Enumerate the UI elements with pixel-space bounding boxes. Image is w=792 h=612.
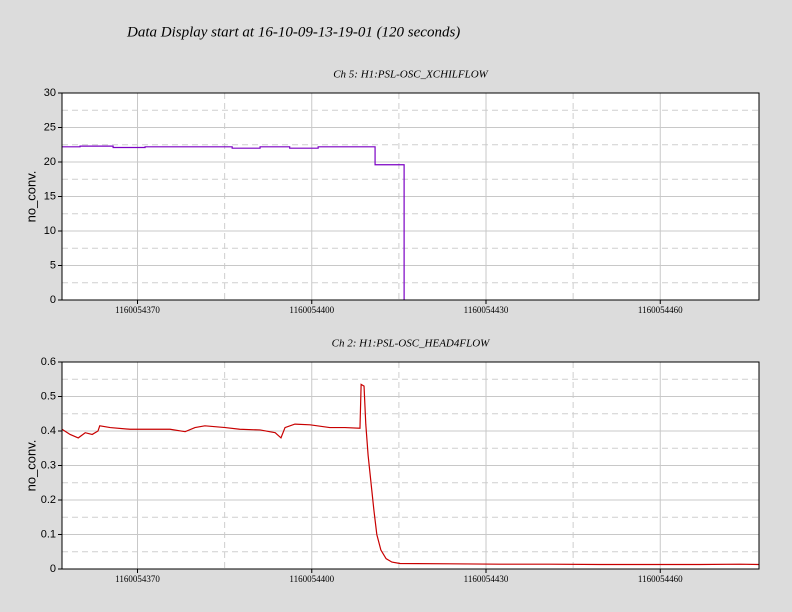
y-tick-label: 5 xyxy=(50,259,56,271)
x-tick-label: 1160054400 xyxy=(289,305,334,315)
data-line xyxy=(62,145,405,300)
y-tick-label: 15 xyxy=(44,190,56,202)
x-tick-label: 1160054430 xyxy=(464,305,509,315)
x-tick-label: 1160054370 xyxy=(115,305,160,315)
x-tick-label: 1160054460 xyxy=(638,305,683,315)
y-tick-label: 0.3 xyxy=(41,459,56,471)
y-axis-label: no_conv. xyxy=(23,440,38,492)
y-tick-label: 30 xyxy=(44,87,56,99)
data-line xyxy=(61,383,760,566)
x-tick-label: 1160054460 xyxy=(638,574,683,584)
y-tick-label: 20 xyxy=(44,156,56,168)
y-tick-label: 0.5 xyxy=(41,390,56,402)
y-tick-label: 25 xyxy=(44,121,56,133)
x-tick-label: 1160054400 xyxy=(289,574,334,584)
chart-title: Ch 2: H1:PSL-OSC_HEAD4FLOW xyxy=(332,338,490,350)
y-tick-label: 10 xyxy=(44,225,56,237)
y-tick-label: 0.2 xyxy=(41,494,56,506)
chart-title: Ch 5: H1:PSL-OSC_XCHILFLOW xyxy=(333,69,488,81)
y-axis-label: no_conv. xyxy=(23,171,38,223)
y-tick-label: 0 xyxy=(50,563,56,575)
plot-frame xyxy=(61,361,760,570)
x-tick-label: 1160054370 xyxy=(115,574,160,584)
plot-frame xyxy=(61,92,760,301)
y-tick-label: 0.4 xyxy=(41,425,56,437)
y-tick-label: 0 xyxy=(50,294,56,306)
page-title: Data Display start at 16-10-09-13-19-01 … xyxy=(126,24,460,40)
x-tick-label: 1160054430 xyxy=(464,574,509,584)
y-tick-label: 0.6 xyxy=(41,356,56,368)
y-tick-label: 0.1 xyxy=(41,528,56,540)
